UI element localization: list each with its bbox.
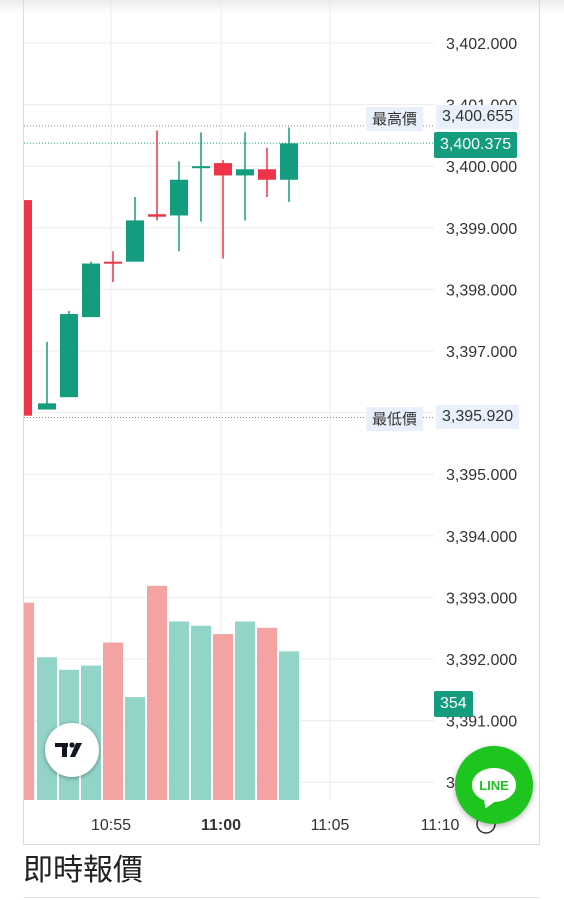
candle-body [214,163,232,176]
volume-bar [213,634,233,800]
volume-bar [235,621,255,800]
price-tick-label: 3,400.000 [446,159,517,176]
last-volume-badge: 354 [434,691,473,717]
candle-body [104,261,122,264]
section-divider [23,897,540,898]
line-bubble-icon: LINE [472,768,516,802]
line-button-label: LINE [479,777,509,793]
volume-bar [125,697,145,800]
price-tick-label: 3,393.000 [446,590,517,607]
last-price-badge: 3,400.375 [434,132,518,158]
price-tick-label: 3,395.000 [446,467,517,484]
volume-bar [191,625,211,800]
price-tick-label: 3,402.000 [446,36,517,53]
candle-body [82,263,100,318]
time-tick-label: 11:00 [201,817,241,834]
lowest-price-label: 最低價 [366,407,424,431]
candle-body [60,314,78,398]
price-tick-label: 3,398.000 [446,282,517,299]
tradingview-logo-icon [55,742,82,757]
tradingview-logo[interactable] [45,723,99,777]
time-tick-label: 11:05 [311,817,350,834]
top-shadow [0,0,564,14]
time-tick-label: 11:10 [421,817,460,834]
candle-body [38,403,56,410]
volume-bar [147,585,167,800]
candle-body [280,143,298,180]
candle-body [126,220,144,262]
candlestick-chart[interactable]: 3,402.0003,401.0003,400.0003,399.0003,39… [24,0,541,845]
highest-price-value: 3,400.655 [436,105,520,129]
candle-body [236,169,254,176]
price-tick-label: 3,392.000 [446,652,517,669]
price-tick-label: 3,391.000 [446,714,517,731]
candle-body [192,166,210,169]
lowest-price-value: 3,395.920 [436,405,520,429]
line-share-button[interactable]: LINE [455,746,533,824]
volume-bar [24,602,34,800]
price-tick-label: 3,397.000 [446,344,517,361]
time-tick-label: 10:55 [91,817,131,834]
volume-bar [169,621,189,800]
section-title: 即時報價 [23,853,143,888]
chart-frame[interactable]: 3,402.0003,401.0003,400.0003,399.0003,39… [23,0,540,845]
candle-body [148,214,166,217]
highest-price-label: 最高價 [366,107,424,131]
candle-body [170,179,188,216]
candle-body [24,200,32,416]
volume-bar [279,651,299,800]
volume-bar [257,627,277,800]
candle-body [258,169,276,180]
price-tick-label: 3,394.000 [446,529,517,546]
volume-bar [103,642,123,800]
price-tick-label: 3,399.000 [446,221,517,238]
